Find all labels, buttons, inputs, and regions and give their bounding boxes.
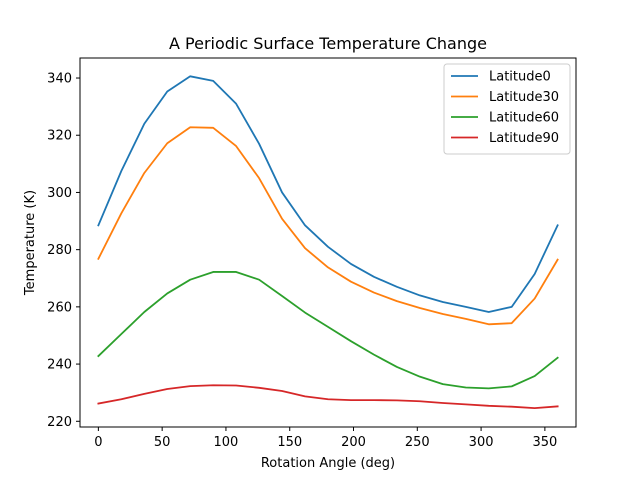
y-axis-title: Temperature (K) — [23, 190, 38, 296]
x-tick-label: 300 — [469, 435, 494, 450]
x-axis-title: Rotation Angle (deg) — [261, 456, 395, 471]
y-tick-label: 340 — [47, 72, 72, 87]
plot-area-frame — [79, 57, 577, 428]
series-line-latitude0 — [97, 75, 559, 313]
x-tick-label: 200 — [341, 435, 366, 450]
x-tick-label: 150 — [277, 435, 302, 450]
legend: Latitude0 Latitude30 Latitude60 Latitude90 — [443, 63, 571, 155]
series-line-latitude60 — [97, 271, 559, 390]
legend-label-latitude60: Latitude60 — [489, 111, 559, 126]
series-layer — [97, 75, 559, 410]
y-tick-label: 320 — [47, 129, 72, 144]
x-tick-label: 250 — [405, 435, 430, 450]
x-tick-label: 50 — [154, 435, 171, 450]
y-tick-label: 300 — [47, 186, 72, 201]
chart-title: A Periodic Surface Temperature Change — [169, 34, 487, 53]
series-line-latitude30 — [97, 126, 559, 326]
x-tick-label: 100 — [214, 435, 239, 450]
legend-label-latitude0: Latitude0 — [489, 70, 551, 85]
y-tick-label: 240 — [47, 358, 72, 373]
y-tick-label: 220 — [47, 415, 72, 430]
legend-box — [443, 63, 571, 155]
x-tick-label: 350 — [532, 435, 557, 450]
x-tick-label: 0 — [94, 435, 102, 450]
axes-layer: 0 50 100 150 200 250 300 350 220 240 260 280 300 320 3… — [47, 72, 557, 450]
series-line-latitude90 — [97, 384, 559, 410]
y-tick-label: 280 — [47, 243, 72, 258]
y-tick-label: 260 — [47, 300, 72, 315]
legend-label-latitude90: Latitude90 — [489, 131, 559, 146]
legend-label-latitude30: Latitude30 — [489, 90, 559, 105]
